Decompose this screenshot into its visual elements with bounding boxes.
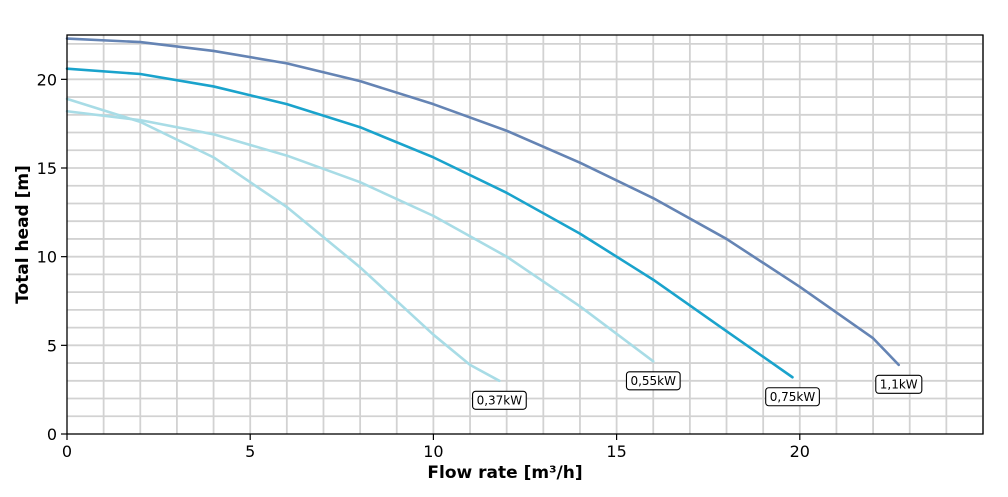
x-tick-label: 20 — [790, 442, 810, 461]
curve-label: 1,1kW — [875, 374, 923, 394]
y-tick-label: 20 — [37, 70, 57, 89]
y-axis-label: Total head [m] — [13, 165, 33, 304]
curve-labels: 0,37kW 0,55kW 0,75kW 1,1kW — [472, 371, 923, 410]
x-tick-label: 15 — [606, 442, 626, 461]
y-tick-label: 5 — [47, 336, 57, 355]
curve-label: 0,55kW — [625, 371, 681, 391]
curve-label: 0,75kW — [765, 387, 820, 407]
curve-label-box — [472, 390, 527, 410]
grid — [67, 35, 984, 434]
y-tick-label: 10 — [37, 248, 57, 267]
y-tick-label: 0 — [47, 425, 57, 444]
curve-1,1kW — [65, 37, 901, 367]
curve-label-text: 1,1kW — [880, 377, 918, 391]
x-tick-label: 10 — [423, 442, 443, 461]
curve-0,55kW — [65, 109, 655, 363]
curves — [65, 37, 901, 383]
curve-0,37kW — [65, 97, 501, 383]
curve-label-text: 0,55kW — [630, 374, 676, 388]
curve-0,75kW — [65, 67, 794, 379]
x-tick-label: 5 — [245, 442, 255, 461]
curve-label-box — [765, 387, 820, 407]
curve-label-text: 0,37kW — [477, 393, 523, 407]
x-tick-label: 0 — [62, 442, 72, 461]
curve-label: 0,37kW — [472, 390, 527, 410]
plot-frame — [66, 34, 984, 435]
curve-label-text: 0,75kW — [770, 390, 816, 404]
y-tick-label: 15 — [37, 159, 57, 178]
axes: 0 5 10 15 20 0 5 10 15 20 — [37, 34, 984, 461]
curve-label-box — [875, 374, 923, 394]
curve-label-box — [625, 371, 681, 391]
x-axis-label: Flow rate [m³/h] — [427, 463, 582, 483]
